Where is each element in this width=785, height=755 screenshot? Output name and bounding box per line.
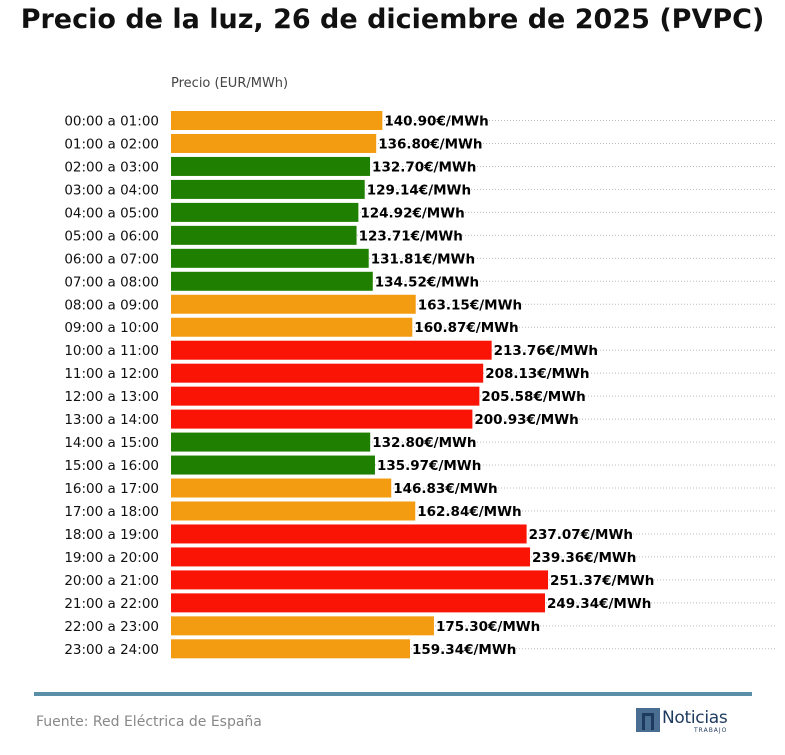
tick-label: 10:00 a 11:00 (64, 343, 159, 359)
data-label: 175.30€/MWh (436, 619, 540, 635)
tick-label: 17:00 a 18:00 (64, 504, 159, 520)
tick-label: 02:00 a 03:00 (64, 159, 159, 175)
bar (171, 616, 434, 636)
tick-label: 16:00 a 17:00 (64, 481, 159, 497)
tick-label: 04:00 a 05:00 (64, 205, 159, 221)
bar (171, 432, 371, 452)
bar (171, 340, 492, 360)
bar (171, 156, 371, 176)
tick-label: 15:00 a 16:00 (64, 458, 159, 474)
bar (171, 478, 392, 498)
bar (171, 409, 473, 429)
bar (171, 111, 383, 130)
tick-label: 18:00 a 19:00 (64, 527, 159, 543)
data-label: 162.84€/MWh (417, 504, 521, 520)
tick-label: 07:00 a 08:00 (64, 274, 159, 290)
bar (171, 294, 416, 314)
tick-label: 11:00 a 12:00 (64, 366, 159, 382)
tick-label: 13:00 a 14:00 (64, 412, 159, 428)
data-label: 163.15€/MWh (418, 297, 522, 313)
data-label: 135.97€/MWh (377, 458, 481, 474)
data-label: 160.87€/MWh (414, 320, 518, 336)
logo-name: Noticias (662, 708, 728, 728)
data-label: 124.92€/MWh (360, 205, 464, 221)
tick-label: 00:00 a 01:00 (64, 114, 159, 130)
bar (171, 317, 413, 337)
bar-chart: Precio (EUR/MWh) 00:00 a 01:00 140.90€/MWh… (64, 76, 775, 659)
footer-divider (34, 692, 752, 696)
bar (171, 593, 546, 613)
bar (171, 179, 365, 199)
bar (171, 547, 531, 567)
data-label: 129.14€/MWh (367, 182, 471, 198)
tick-label: 21:00 a 22:00 (64, 596, 159, 612)
bar (171, 202, 359, 222)
tick-label: 19:00 a 20:00 (64, 550, 159, 566)
bar (171, 248, 369, 268)
data-label: 123.71€/MWh (359, 228, 463, 244)
tick-label: 20:00 a 21:00 (64, 573, 159, 589)
data-label: 239.36€/MWh (532, 550, 636, 566)
bar (171, 133, 377, 153)
bar (171, 386, 480, 406)
data-label: 200.93€/MWh (474, 412, 578, 428)
tick-label: 08:00 a 09:00 (64, 297, 159, 313)
data-label: 213.76€/MWh (494, 343, 598, 359)
data-label: 146.83€/MWh (393, 481, 497, 497)
tick-label: 09:00 a 10:00 (64, 320, 159, 336)
data-label: 159.34€/MWh (412, 642, 516, 658)
tick-label: 05:00 a 06:00 (64, 228, 159, 244)
data-label: 131.81€/MWh (371, 251, 475, 267)
bar (171, 639, 411, 659)
bar (171, 524, 527, 544)
logo-subtitle: TRABAJO (694, 727, 728, 734)
logo-icon (636, 708, 660, 732)
tick-label: 14:00 a 15:00 (64, 435, 159, 451)
tick-label: 06:00 a 07:00 (64, 251, 159, 267)
tick-label: 01:00 a 02:00 (64, 136, 159, 152)
tick-label: 23:00 a 24:00 (64, 642, 159, 658)
source-note: Fuente: Red Eléctrica de España (36, 714, 262, 730)
data-label: 136.80€/MWh (378, 136, 482, 152)
data-label: 208.13€/MWh (485, 366, 589, 382)
data-label: 140.90€/MWh (384, 114, 488, 130)
bar (171, 271, 373, 291)
bar (171, 225, 357, 245)
tick-label: 12:00 a 13:00 (64, 389, 159, 405)
tick-label: 22:00 a 23:00 (64, 619, 159, 635)
chart-title: Precio de la luz, 26 de diciembre de 202… (20, 4, 765, 35)
tick-label: 03:00 a 04:00 (64, 182, 159, 198)
data-label: 132.70€/MWh (372, 159, 476, 175)
data-label: 251.37€/MWh (550, 573, 654, 589)
bar (171, 570, 549, 590)
data-label: 249.34€/MWh (547, 596, 651, 612)
bar (171, 455, 375, 475)
data-label: 205.58€/MWh (481, 389, 585, 405)
data-label: 134.52€/MWh (375, 274, 479, 290)
bar (171, 363, 484, 383)
data-label: 237.07€/MWh (529, 527, 633, 543)
data-label: 132.80€/MWh (372, 435, 476, 451)
bar (171, 501, 416, 521)
axis-label: Precio (EUR/MWh) (171, 76, 288, 91)
